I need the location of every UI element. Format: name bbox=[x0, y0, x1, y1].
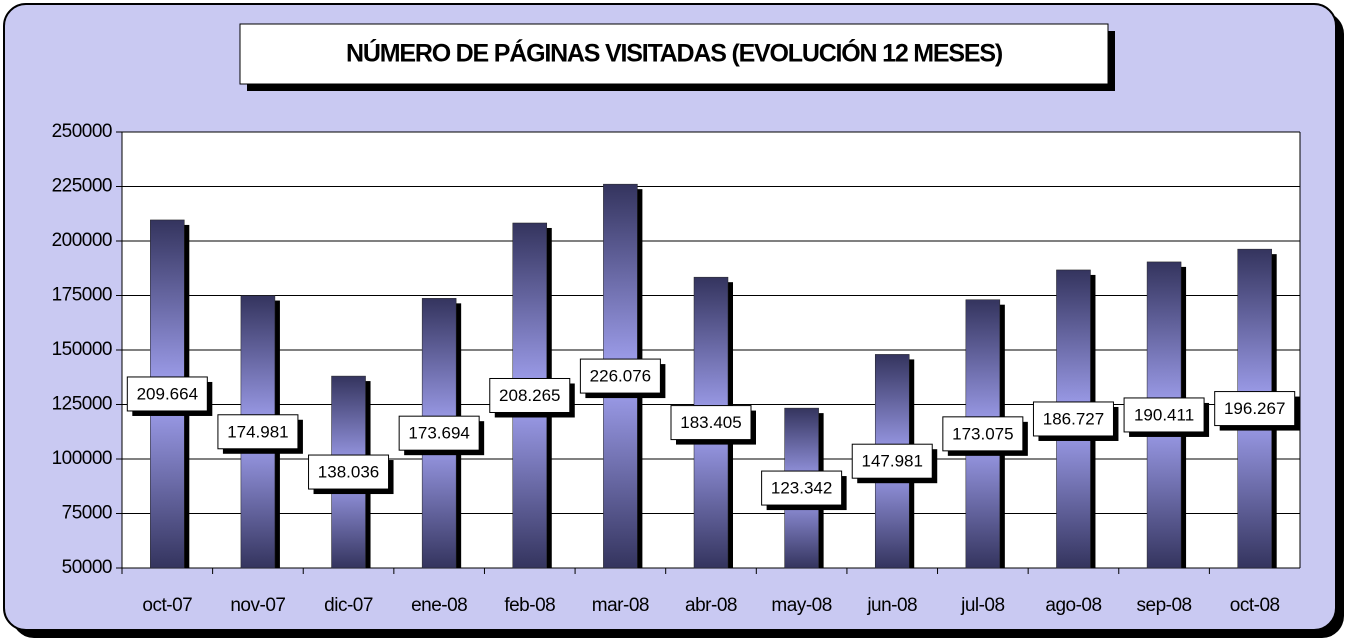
value-label-box bbox=[579, 358, 661, 394]
value-label-box bbox=[942, 416, 1024, 452]
y-tick-label: 250000 bbox=[52, 121, 112, 142]
x-tick-label: ago-08 bbox=[1045, 595, 1101, 616]
x-tick-label: oct-08 bbox=[1230, 595, 1280, 616]
x-tick-label: mar-08 bbox=[592, 595, 649, 616]
value-label: 186.727 bbox=[1043, 409, 1104, 428]
value-label: 196.267 bbox=[1224, 399, 1285, 418]
value-label-box bbox=[398, 415, 480, 451]
y-tick-label: 200000 bbox=[52, 230, 112, 251]
value-label-box bbox=[1123, 397, 1205, 433]
value-label: 123.342 bbox=[771, 479, 832, 498]
value-label: 147.981 bbox=[862, 452, 923, 471]
chart-title: NÚMERO DE PÁGINAS VISITADAS (EVOLUCIÓN 1… bbox=[346, 38, 1003, 68]
value-label-box bbox=[217, 414, 299, 450]
x-tick-label: ene-08 bbox=[411, 595, 467, 616]
x-tick-label: jul-08 bbox=[960, 595, 1004, 616]
y-tick-label: 125000 bbox=[52, 394, 112, 415]
y-tick-label: 225000 bbox=[52, 176, 112, 197]
x-tick-label: may-08 bbox=[771, 595, 831, 616]
x-tick-label: oct-07 bbox=[142, 595, 192, 616]
y-tick-label: 50000 bbox=[62, 557, 112, 578]
value-label: 226.076 bbox=[590, 367, 651, 386]
value-label-box bbox=[1214, 391, 1296, 427]
x-tick-label: nov-07 bbox=[230, 595, 285, 616]
value-label-box bbox=[670, 405, 752, 441]
y-tick-label: 150000 bbox=[52, 339, 112, 360]
value-label-box bbox=[126, 376, 208, 412]
y-tick-label: 75000 bbox=[62, 503, 112, 524]
value-label-box bbox=[1032, 401, 1114, 437]
value-label: 209.664 bbox=[137, 384, 198, 403]
x-tick-label: feb-08 bbox=[504, 595, 555, 616]
value-label-box bbox=[851, 443, 933, 479]
value-label-box bbox=[489, 377, 571, 413]
value-label-box bbox=[308, 454, 390, 490]
value-label: 174.981 bbox=[227, 422, 288, 441]
value-label: 208.265 bbox=[499, 386, 560, 405]
x-tick-label: sep-08 bbox=[1137, 595, 1192, 616]
value-label-box bbox=[761, 470, 843, 506]
y-tick-label: 175000 bbox=[52, 285, 112, 306]
y-tick-label: 100000 bbox=[52, 448, 112, 469]
x-tick-label: dic-07 bbox=[324, 595, 373, 616]
x-tick-label: jun-08 bbox=[866, 595, 917, 616]
value-label: 173.075 bbox=[952, 424, 1013, 443]
x-tick-label: abr-08 bbox=[685, 595, 737, 616]
value-label: 183.405 bbox=[680, 413, 741, 432]
value-label: 190.411 bbox=[1134, 405, 1194, 424]
value-label: 173.694 bbox=[408, 424, 469, 443]
title-box bbox=[239, 23, 1109, 85]
value-label: 138.036 bbox=[318, 463, 379, 482]
